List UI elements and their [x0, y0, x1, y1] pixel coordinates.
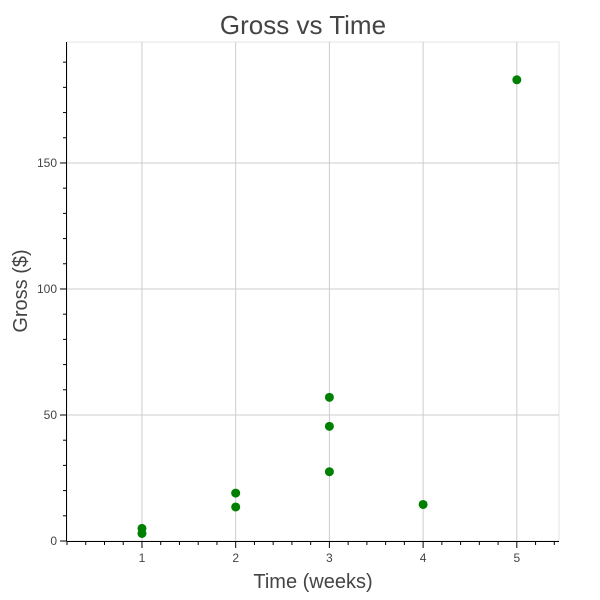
data-point — [324, 392, 334, 402]
axes — [66, 42, 559, 542]
y-axis-label: Gross ($) — [10, 249, 32, 332]
y-tick-label: 50 — [44, 408, 58, 422]
data-point — [137, 528, 147, 538]
grid — [67, 42, 559, 541]
data-point — [512, 75, 522, 85]
x-tick-label: 4 — [420, 551, 427, 565]
x-axis-label: Time (weeks) — [253, 571, 372, 593]
data-point — [324, 467, 334, 477]
data-point — [231, 502, 241, 512]
y-tick-label: 0 — [50, 534, 57, 548]
plot-frame — [66, 41, 560, 542]
plot-area — [66, 41, 560, 542]
y-tick-label: 150 — [37, 156, 57, 170]
x-tick-label: 2 — [232, 551, 239, 565]
data-point — [231, 488, 241, 498]
y-tick-label: 100 — [37, 282, 57, 296]
x-tick-label: 1 — [139, 551, 146, 565]
chart-title: Gross vs Time — [220, 10, 386, 40]
y-axis: 0 50 100 150 — [37, 61, 67, 548]
x-tick-label: 3 — [326, 551, 333, 565]
x-axis: 1 2 3 4 5 — [66, 541, 555, 565]
data-point — [418, 499, 428, 509]
x-tick-label: 5 — [513, 551, 520, 565]
data-points — [137, 75, 522, 538]
data-point — [324, 421, 334, 431]
